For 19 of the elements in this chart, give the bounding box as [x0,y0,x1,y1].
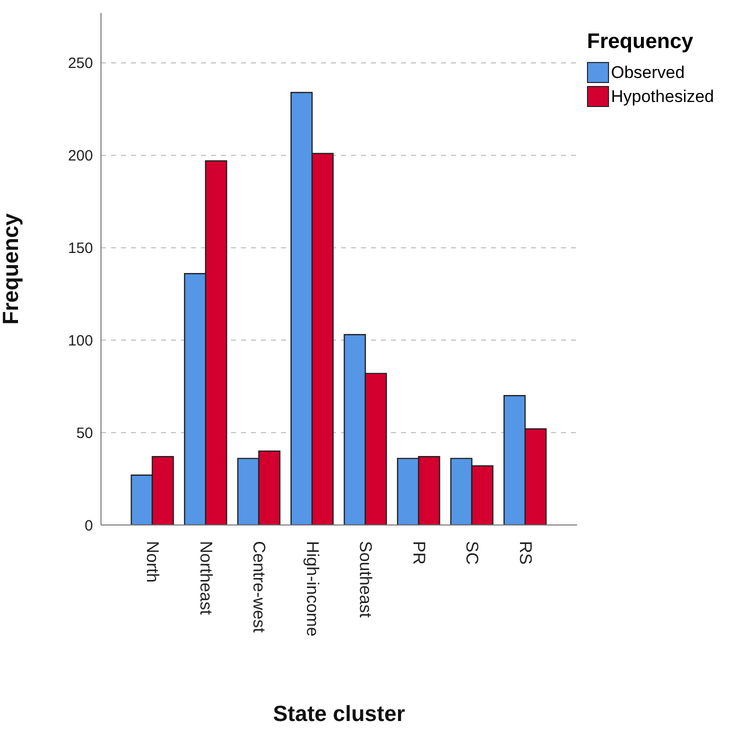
x-tick-label: Centre-west [250,541,269,633]
legend-label: Observed [611,62,685,82]
legend-title: Frequency [587,30,694,54]
x-tick-label: High-income [302,541,322,636]
x-tick-label: North [143,541,162,583]
y-tick-label: 150 [68,240,93,258]
y-tick-label: 50 [76,424,93,442]
x-tick-label: Southeast [356,541,376,618]
y-tick-label: 100 [68,332,93,350]
x-tick-label: Northeast [196,541,216,615]
y-axis-title: Frequency [0,212,23,325]
legend-label: Hypothesized [611,86,714,106]
x-tick-label: RS [516,541,535,565]
x-tick-label: SC [462,541,482,565]
y-tick-label: 200 [68,148,93,165]
x-tick-label: PR [409,541,428,565]
y-tick-label: 0 [84,517,93,534]
x-axis-title: State cluster [272,701,406,726]
y-tick-label: 250 [68,55,93,72]
